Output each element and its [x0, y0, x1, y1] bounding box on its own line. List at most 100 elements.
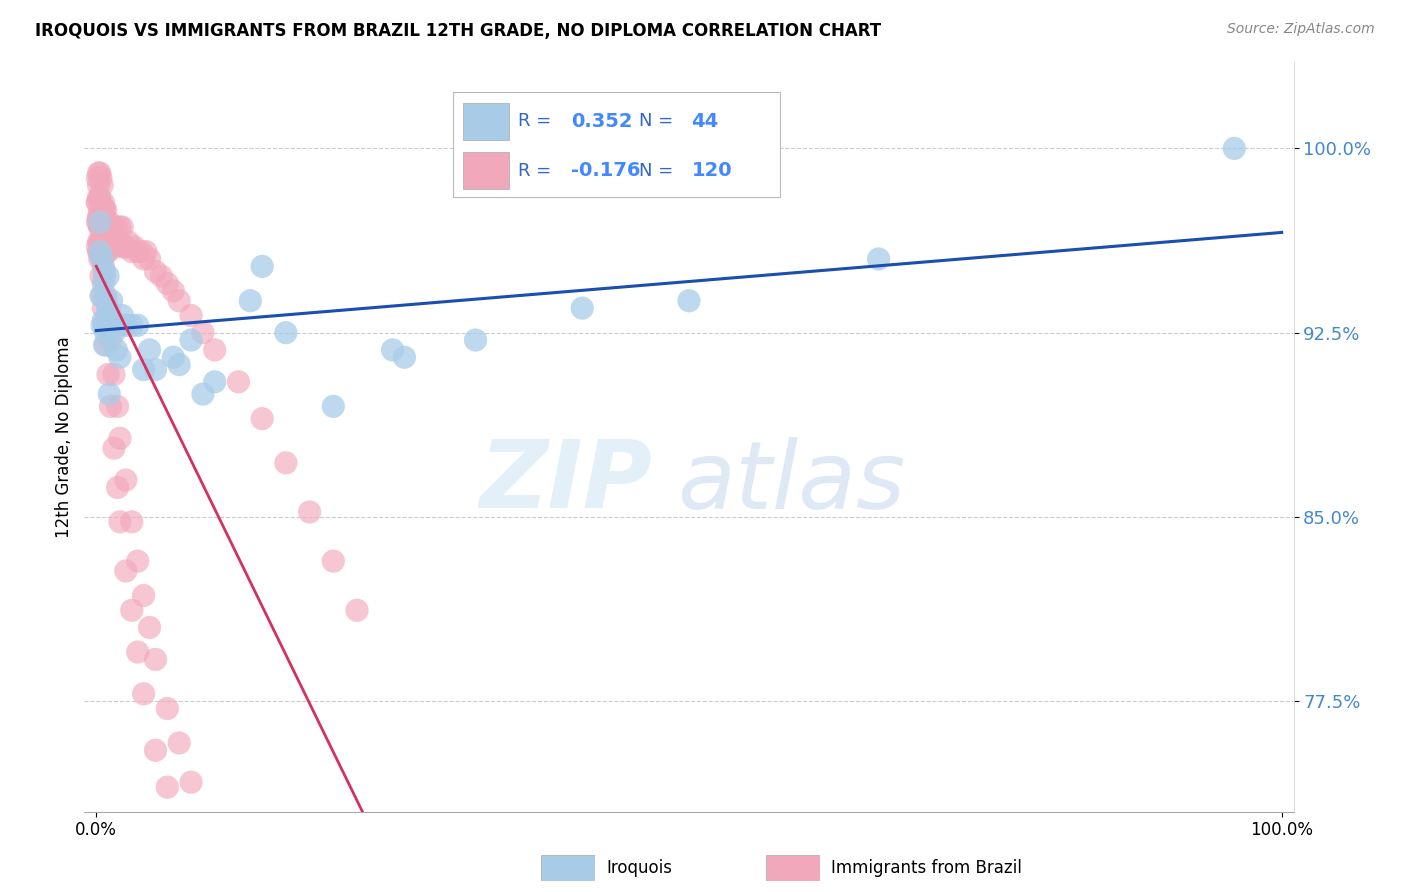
Point [167, 736, 190, 750]
Point [94, 326, 117, 340]
Point [87, 215, 110, 229]
Point [94, 289, 117, 303]
Point [94, 293, 117, 308]
Point [90, 269, 112, 284]
Point [204, 375, 226, 389]
Point [87, 235, 110, 249]
Point [91, 313, 114, 327]
Point [191, 387, 214, 401]
Point [121, 603, 143, 617]
Point [250, 411, 273, 425]
Point [150, 269, 173, 284]
Point [107, 400, 129, 414]
Text: Iroquois: Iroquois [606, 859, 672, 877]
Point [91, 260, 114, 274]
Point [96, 244, 118, 259]
Point [94, 338, 117, 352]
Point [145, 743, 167, 757]
Point [121, 515, 143, 529]
Point [114, 240, 136, 254]
Point [91, 235, 114, 249]
Point [91, 215, 114, 229]
Point [191, 326, 214, 340]
Point [121, 244, 143, 259]
Point [87, 166, 110, 180]
FancyBboxPatch shape [453, 93, 779, 197]
Point [110, 240, 132, 254]
Point [394, 350, 416, 364]
Point [87, 178, 110, 193]
Point [96, 215, 118, 229]
Point [97, 309, 120, 323]
Point [86, 195, 108, 210]
Point [868, 252, 890, 266]
Point [346, 603, 368, 617]
Text: N =: N = [640, 161, 679, 179]
Point [127, 554, 149, 568]
Point [204, 343, 226, 357]
Point [100, 293, 122, 308]
Point [89, 190, 111, 204]
Point [135, 244, 157, 259]
Point [98, 215, 121, 229]
Point [103, 326, 125, 340]
Point [101, 240, 124, 254]
Point [121, 318, 143, 333]
Point [89, 166, 111, 180]
Point [97, 220, 120, 235]
Point [93, 264, 115, 278]
Point [122, 240, 145, 254]
Point [100, 220, 122, 235]
Point [111, 309, 134, 323]
Text: IROQUOIS VS IMMIGRANTS FROM BRAZIL 12TH GRADE, NO DIPLOMA CORRELATION CHART: IROQUOIS VS IMMIGRANTS FROM BRAZIL 12TH … [35, 22, 882, 40]
Point [127, 244, 149, 259]
Bar [463, 153, 509, 189]
Point [204, 883, 226, 892]
Point [97, 244, 120, 259]
Text: ZIP: ZIP [479, 436, 652, 528]
Point [107, 318, 129, 333]
Point [250, 260, 273, 274]
Point [89, 220, 111, 235]
Point [90, 195, 112, 210]
Point [138, 343, 160, 357]
Point [89, 220, 111, 235]
Point [97, 368, 120, 382]
Text: -0.176: -0.176 [571, 161, 640, 180]
Point [132, 362, 155, 376]
Point [228, 375, 250, 389]
Point [96, 309, 118, 323]
Point [89, 215, 111, 229]
Point [571, 301, 593, 315]
Point [89, 202, 111, 217]
Bar [463, 103, 509, 140]
Point [167, 358, 190, 372]
Point [322, 554, 344, 568]
Point [89, 252, 111, 266]
Point [91, 252, 114, 266]
Point [274, 326, 297, 340]
Point [91, 202, 114, 217]
Point [105, 220, 128, 235]
Point [100, 235, 122, 249]
Text: Immigrants from Brazil: Immigrants from Brazil [831, 859, 1022, 877]
Point [103, 441, 125, 455]
Point [381, 343, 404, 357]
Point [115, 564, 138, 578]
Point [91, 289, 114, 303]
Point [86, 215, 108, 229]
Point [91, 318, 114, 333]
Point [87, 190, 110, 204]
Point [100, 400, 122, 414]
Point [138, 620, 160, 634]
Point [86, 195, 108, 210]
Point [145, 652, 167, 666]
Point [678, 293, 700, 308]
Point [108, 431, 131, 445]
Point [322, 400, 344, 414]
Point [90, 170, 112, 185]
Point [103, 368, 125, 382]
Point [107, 235, 129, 249]
Point [91, 235, 114, 249]
Point [162, 284, 184, 298]
